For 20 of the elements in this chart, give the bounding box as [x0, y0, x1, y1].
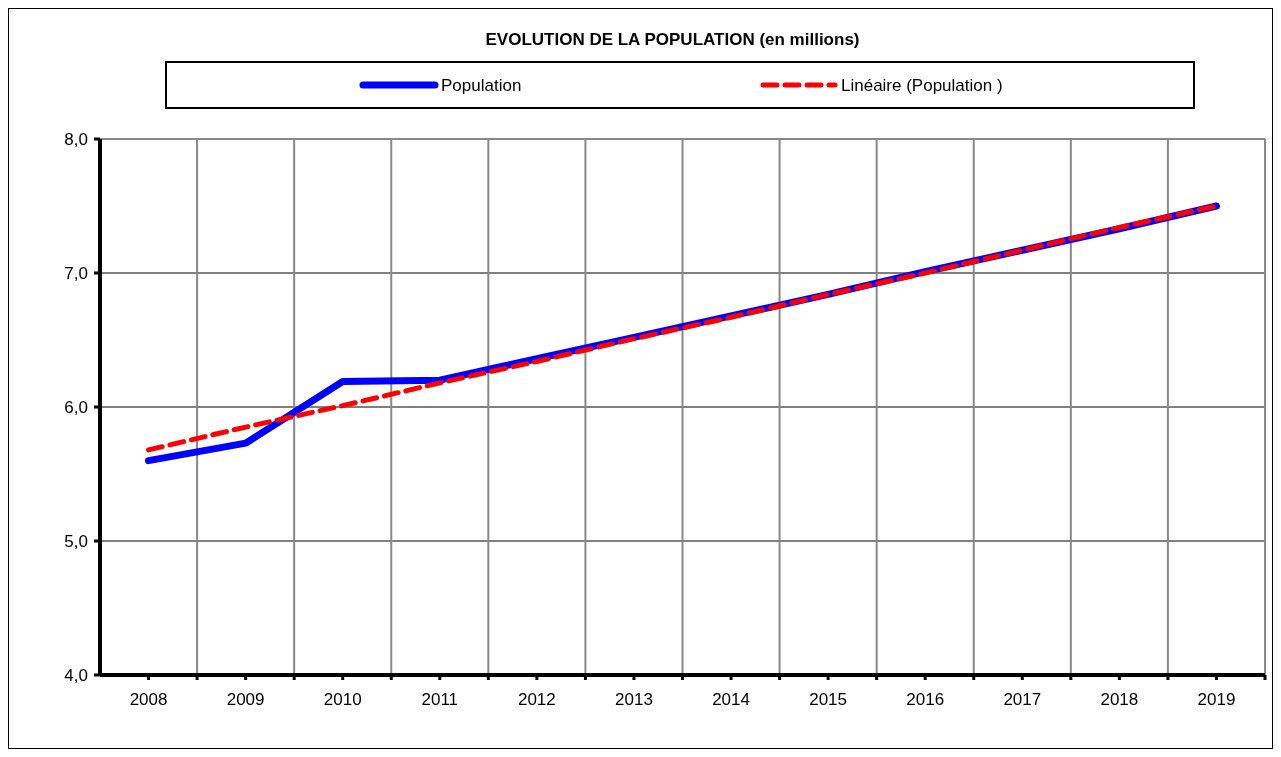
x-tick-label: 2019	[1197, 690, 1236, 709]
x-tick-label: 2008	[129, 690, 168, 709]
legend-label: Linéaire (Population )	[841, 75, 1003, 95]
x-tick-label: 2013	[615, 690, 653, 709]
y-tick-label: 8,0	[64, 129, 88, 149]
chart-title: EVOLUTION DE LA POPULATION (en millions)	[485, 30, 860, 49]
x-tick-label: 2016	[906, 690, 945, 709]
x-tick-label: 2010	[323, 690, 362, 709]
x-tick-label: 2017	[1003, 690, 1042, 709]
y-tick-label: 6,0	[64, 397, 88, 417]
x-tick-label: 2015	[809, 690, 848, 709]
x-tick-label: 2009	[226, 690, 265, 709]
x-tick-label: 2014	[712, 690, 750, 709]
x-tick-label: 2018	[1100, 690, 1139, 709]
x-tick-label: 2012	[517, 690, 556, 709]
x-tick-label: 2011	[421, 690, 459, 709]
y-tick-label: 5,0	[64, 531, 88, 551]
y-tick-label: 7,0	[64, 263, 88, 283]
legend-label: Population	[441, 75, 522, 95]
y-tick-label: 4,0	[64, 665, 88, 685]
